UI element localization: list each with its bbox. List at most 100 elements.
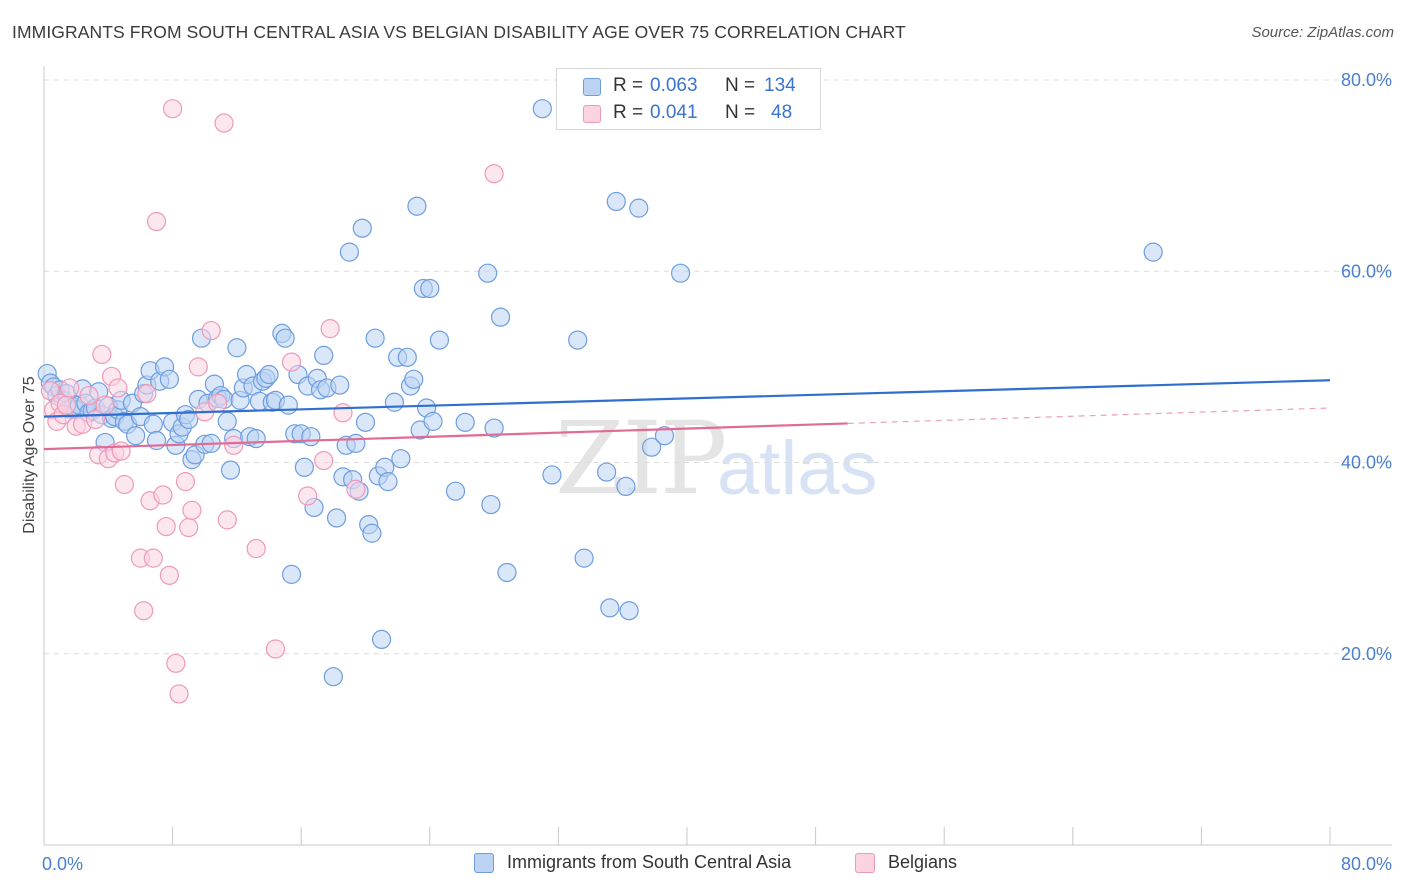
- data-point: [112, 442, 130, 460]
- r-label: R =: [613, 102, 643, 124]
- axes: [44, 66, 1392, 845]
- data-point: [299, 487, 317, 505]
- data-point: [218, 511, 236, 529]
- data-point: [315, 346, 333, 364]
- data-point: [225, 436, 243, 454]
- data-point: [398, 348, 416, 366]
- data-point: [479, 264, 497, 282]
- x-tick-label: 80.0%: [1341, 854, 1392, 874]
- data-point: [485, 165, 503, 183]
- data-point: [353, 219, 371, 237]
- data-point: [373, 630, 391, 648]
- data-point: [421, 279, 439, 297]
- x-tick-label: 0.0%: [42, 854, 83, 874]
- data-point: [170, 685, 188, 703]
- data-point: [331, 376, 349, 394]
- data-point: [630, 199, 648, 217]
- data-point: [498, 563, 516, 581]
- data-point: [379, 473, 397, 491]
- data-point: [347, 434, 365, 452]
- legend-swatch-blue: [474, 853, 494, 873]
- y-tick-label: 60.0%: [1341, 261, 1392, 281]
- n-value: 48: [771, 102, 792, 124]
- data-point: [324, 668, 342, 686]
- data-point: [279, 396, 297, 414]
- data-point: [109, 379, 127, 397]
- data-point: [58, 396, 76, 414]
- data-point: [167, 654, 185, 672]
- data-point: [575, 549, 593, 567]
- data-point: [321, 320, 339, 338]
- r-value: 0.063: [650, 75, 698, 97]
- data-point: [164, 100, 182, 118]
- data-point: [405, 370, 423, 388]
- data-point: [144, 415, 162, 433]
- tick-labels: 20.0% 40.0% 60.0% 80.0% 0.0% 80.0%: [42, 70, 1392, 874]
- data-point: [96, 396, 114, 414]
- data-point: [302, 428, 320, 446]
- data-point: [315, 452, 333, 470]
- data-point: [357, 413, 375, 431]
- data-point: [1144, 243, 1162, 261]
- data-point: [283, 353, 301, 371]
- r-label: R =: [613, 75, 643, 97]
- y-axis-label: Disability Age Over 75: [21, 376, 38, 534]
- data-point: [266, 640, 284, 658]
- data-point: [482, 496, 500, 514]
- legend-label: Immigrants from South Central Asia: [507, 852, 791, 873]
- trend-line-belgians-extension: [848, 408, 1330, 423]
- data-point: [283, 565, 301, 583]
- data-point: [80, 387, 98, 405]
- data-point: [215, 114, 233, 132]
- data-point: [328, 509, 346, 527]
- data-point: [160, 370, 178, 388]
- data-point: [363, 524, 381, 542]
- data-point: [247, 540, 265, 558]
- data-point: [408, 197, 426, 215]
- legend-row-pink: R = 0.041 N = 48: [557, 101, 820, 129]
- data-point: [295, 458, 313, 476]
- n-label: N =: [725, 102, 755, 124]
- y-tick-label: 20.0%: [1341, 644, 1392, 664]
- data-point: [617, 477, 635, 495]
- data-point: [430, 331, 448, 349]
- data-point: [247, 430, 265, 448]
- data-point: [202, 322, 220, 340]
- data-point: [569, 331, 587, 349]
- n-label: N =: [725, 75, 755, 97]
- data-point: [533, 100, 551, 118]
- data-point: [334, 404, 352, 422]
- data-point: [366, 329, 384, 347]
- data-point: [154, 486, 172, 504]
- data-point: [672, 264, 690, 282]
- data-point: [385, 393, 403, 411]
- data-point: [607, 192, 625, 210]
- data-point: [424, 412, 442, 430]
- legend-row-blue: R = 0.063 N = 134: [557, 74, 820, 102]
- data-point: [620, 602, 638, 620]
- data-point: [176, 473, 194, 491]
- data-point: [157, 518, 175, 536]
- n-value: 134: [764, 75, 796, 97]
- data-point: [209, 394, 227, 412]
- data-point: [347, 480, 365, 498]
- data-point: [148, 213, 166, 231]
- data-point: [127, 427, 145, 445]
- legend-swatch-pink: [855, 853, 875, 873]
- data-point: [138, 385, 156, 403]
- r-value: 0.041: [650, 102, 698, 124]
- scatter-chart: 20.0%40.0%60.0%80.0%0.0% 80.0% Disability…: [0, 0, 1406, 892]
- data-point: [61, 379, 79, 397]
- data-point: [221, 461, 239, 479]
- data-point: [135, 602, 153, 620]
- correlation-legend: R = 0.063 N = 134 R = 0.041 N = 48: [556, 68, 821, 130]
- data-point: [276, 329, 294, 347]
- data-point: [543, 466, 561, 484]
- data-point: [183, 501, 201, 519]
- data-point: [260, 366, 278, 384]
- data-point: [598, 463, 616, 481]
- data-point: [93, 345, 111, 363]
- data-point: [180, 519, 198, 537]
- data-point: [447, 482, 465, 500]
- series-immigrants-south-central-asia: [38, 100, 1162, 686]
